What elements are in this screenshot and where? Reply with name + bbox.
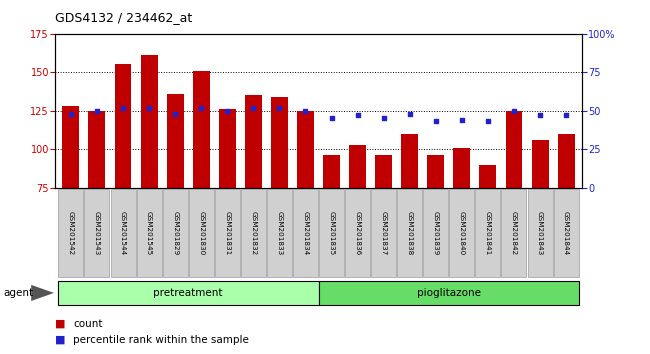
Point (144, 105, 154, 110)
Text: pretreatment: pretreatment (153, 288, 223, 298)
Point (300, 108, 311, 113)
Text: agent: agent (3, 288, 33, 298)
Text: GSM201843: GSM201843 (537, 211, 543, 255)
FancyBboxPatch shape (449, 189, 474, 277)
Text: GSM201545: GSM201545 (146, 211, 152, 255)
Bar (401, 134, 418, 188)
Bar (454, 148, 471, 188)
Text: GSM201839: GSM201839 (433, 211, 439, 255)
Point (118, 105, 128, 110)
Bar (558, 134, 575, 188)
Point (457, 117, 467, 123)
Bar (506, 110, 523, 188)
FancyBboxPatch shape (554, 189, 578, 277)
FancyBboxPatch shape (162, 189, 188, 277)
Point (196, 105, 207, 110)
Text: GSM201842: GSM201842 (511, 211, 517, 255)
Bar (323, 155, 340, 188)
Point (170, 111, 180, 116)
Point (326, 115, 337, 121)
FancyBboxPatch shape (241, 189, 266, 277)
Text: count: count (73, 319, 103, 329)
Text: GSM201543: GSM201543 (94, 211, 100, 255)
Bar (193, 70, 210, 188)
FancyBboxPatch shape (58, 189, 83, 277)
Text: GSM201836: GSM201836 (355, 211, 361, 255)
FancyBboxPatch shape (111, 189, 136, 277)
Bar (166, 94, 183, 188)
Bar (297, 110, 314, 188)
FancyBboxPatch shape (501, 189, 526, 277)
Bar (245, 95, 262, 188)
Text: GSM201844: GSM201844 (563, 211, 569, 255)
Point (430, 119, 441, 124)
Text: ■: ■ (55, 319, 66, 329)
Bar (427, 155, 444, 188)
Point (404, 111, 415, 116)
Point (248, 105, 259, 110)
Point (509, 108, 519, 113)
FancyBboxPatch shape (293, 189, 318, 277)
Text: GSM201833: GSM201833 (276, 211, 282, 255)
FancyBboxPatch shape (267, 189, 292, 277)
Text: GSM201830: GSM201830 (198, 211, 204, 255)
Point (483, 119, 493, 124)
FancyBboxPatch shape (371, 189, 396, 277)
FancyBboxPatch shape (136, 189, 162, 277)
Text: GSM201832: GSM201832 (250, 211, 256, 255)
Bar (271, 97, 288, 188)
Text: GSM201834: GSM201834 (302, 211, 309, 255)
Text: ■: ■ (55, 335, 66, 345)
Bar (114, 64, 131, 188)
Text: percentile rank within the sample: percentile rank within the sample (73, 335, 250, 345)
Bar (62, 106, 79, 188)
Bar (219, 109, 236, 188)
Bar (480, 165, 497, 188)
Text: GSM201841: GSM201841 (485, 211, 491, 255)
FancyBboxPatch shape (188, 189, 214, 277)
Polygon shape (31, 285, 54, 301)
Text: GSM201542: GSM201542 (68, 211, 74, 255)
Text: GSM201837: GSM201837 (381, 211, 387, 255)
Point (92, 108, 102, 113)
Point (535, 113, 545, 118)
FancyBboxPatch shape (475, 189, 500, 277)
Point (378, 115, 389, 121)
Point (222, 108, 233, 113)
FancyBboxPatch shape (58, 281, 318, 305)
Point (352, 113, 363, 118)
Text: GDS4132 / 234462_at: GDS4132 / 234462_at (55, 11, 192, 24)
Bar (532, 140, 549, 188)
FancyBboxPatch shape (84, 189, 109, 277)
Text: GSM201831: GSM201831 (224, 211, 230, 255)
Bar (140, 55, 157, 188)
Point (66, 111, 76, 116)
Text: GSM201838: GSM201838 (407, 211, 413, 255)
Point (561, 113, 571, 118)
Text: GSM201544: GSM201544 (120, 211, 126, 255)
FancyBboxPatch shape (214, 189, 240, 277)
Text: GSM201829: GSM201829 (172, 211, 178, 255)
Text: GSM201840: GSM201840 (459, 211, 465, 255)
Bar (88, 110, 105, 188)
FancyBboxPatch shape (319, 189, 344, 277)
FancyBboxPatch shape (318, 281, 579, 305)
FancyBboxPatch shape (528, 189, 552, 277)
FancyBboxPatch shape (397, 189, 422, 277)
FancyBboxPatch shape (423, 189, 448, 277)
Bar (349, 144, 366, 188)
Text: pioglitazone: pioglitazone (417, 288, 481, 298)
Bar (375, 155, 392, 188)
FancyBboxPatch shape (345, 189, 370, 277)
Point (274, 105, 285, 110)
Text: GSM201835: GSM201835 (328, 211, 335, 255)
